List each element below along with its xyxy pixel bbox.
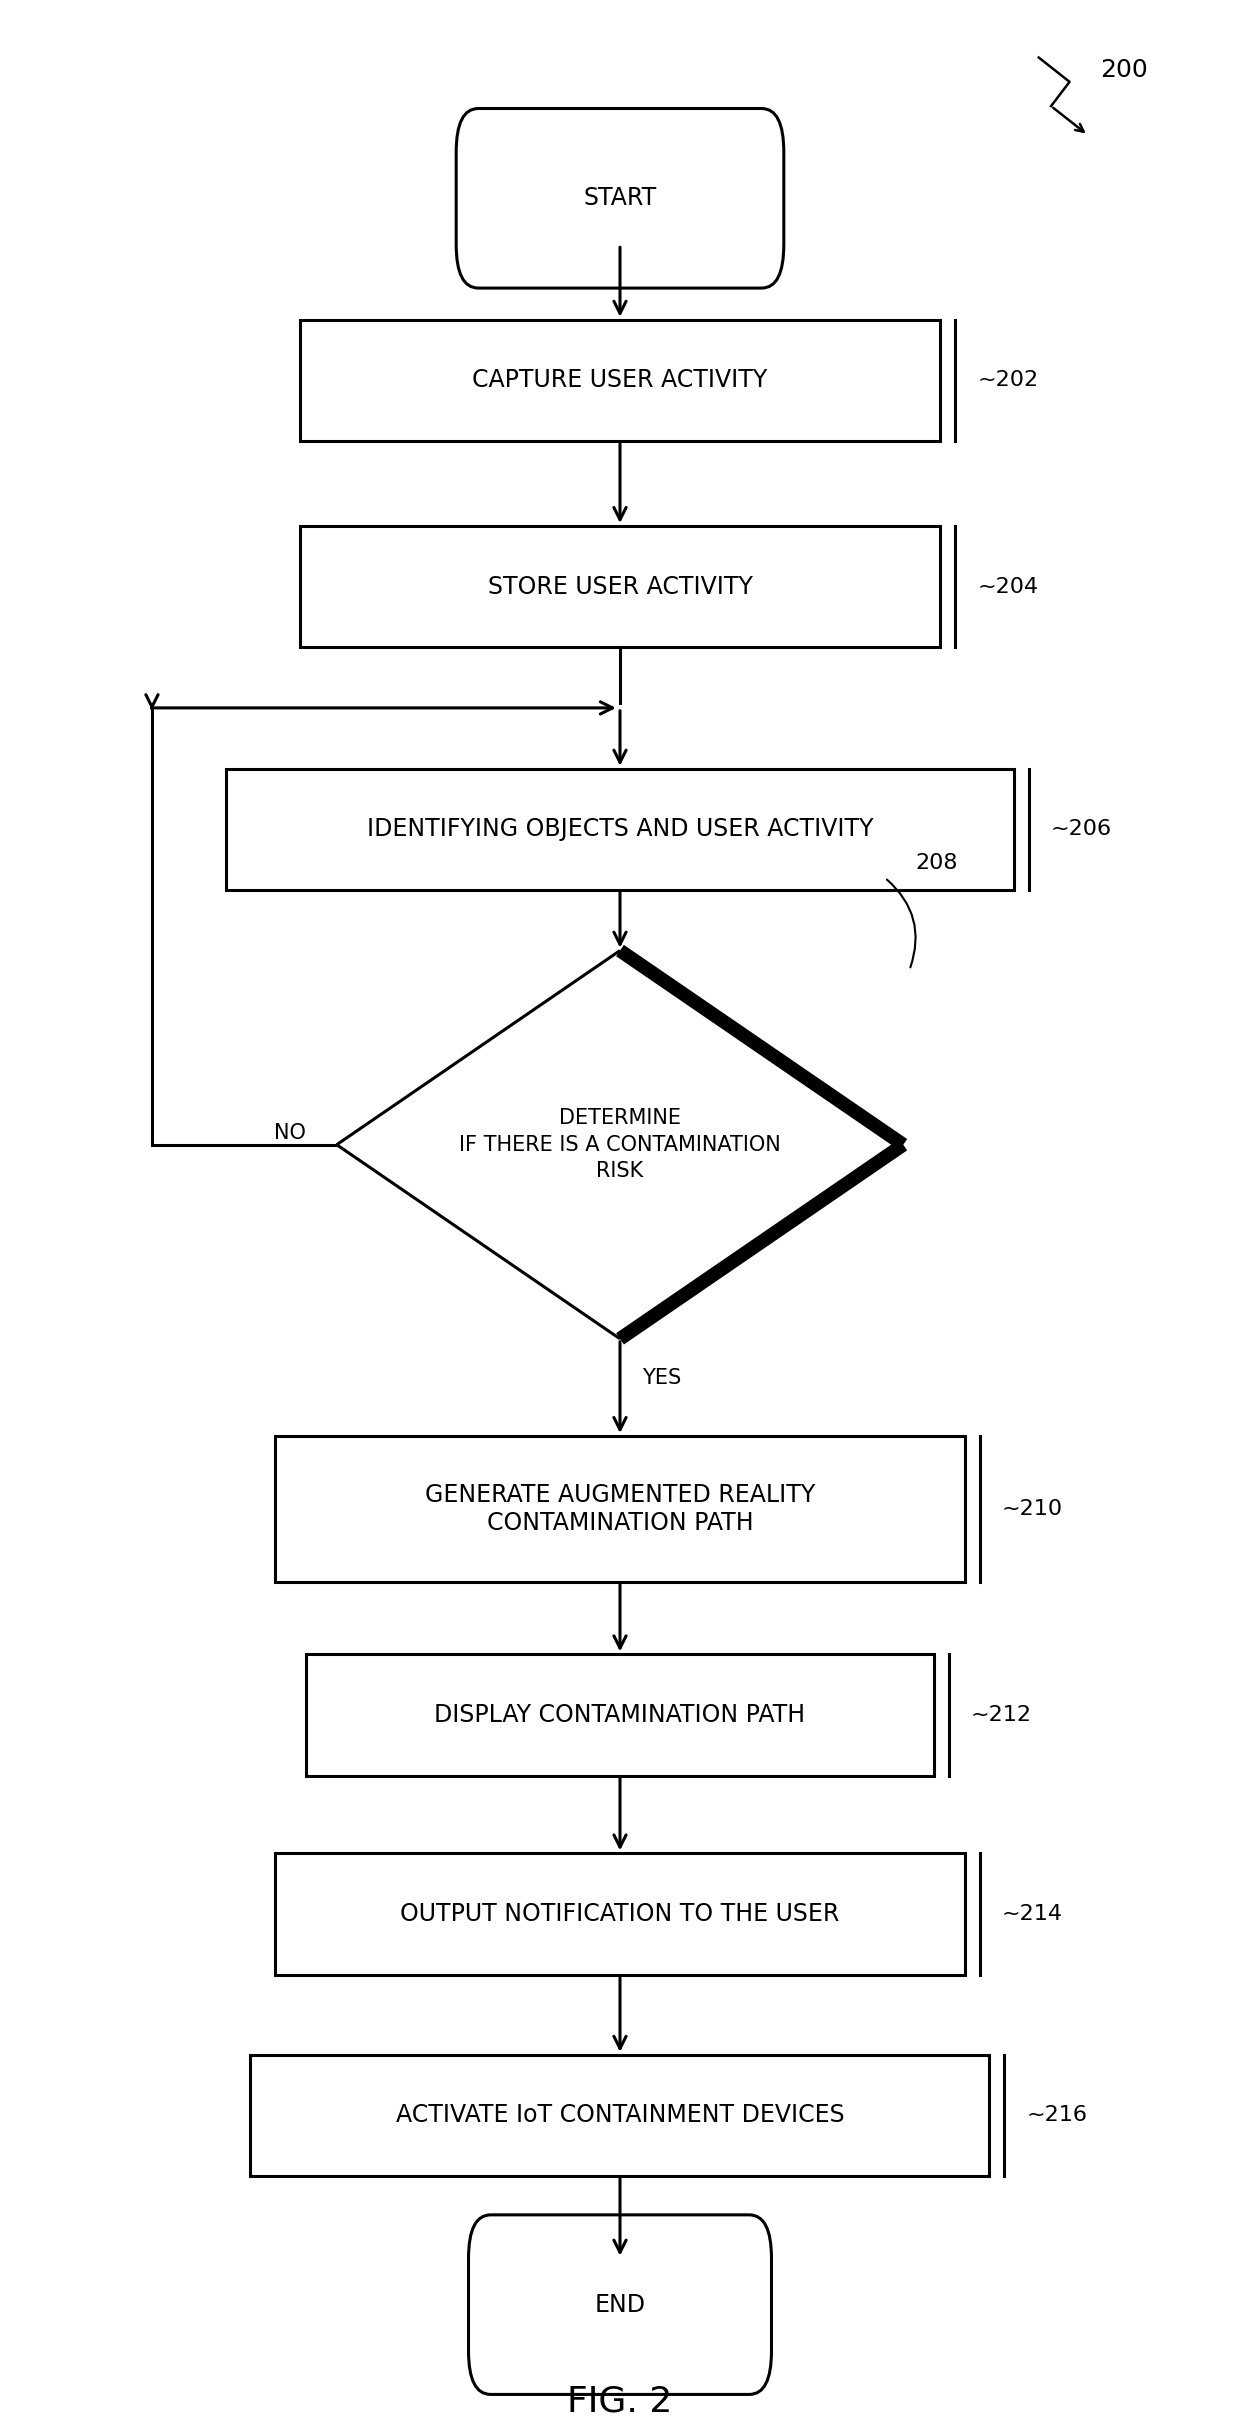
- Text: ~216: ~216: [1027, 2106, 1087, 2126]
- Text: GENERATE AUGMENTED REALITY
CONTAMINATION PATH: GENERATE AUGMENTED REALITY CONTAMINATION…: [425, 1483, 815, 1534]
- Text: DETERMINE
IF THERE IS A CONTAMINATION
RISK: DETERMINE IF THERE IS A CONTAMINATION RI…: [459, 1108, 781, 1181]
- FancyBboxPatch shape: [456, 110, 784, 287]
- Text: 208: 208: [915, 852, 959, 872]
- Text: ~204: ~204: [977, 577, 1038, 597]
- Text: IDENTIFYING OBJECTS AND USER ACTIVITY: IDENTIFYING OBJECTS AND USER ACTIVITY: [367, 818, 873, 840]
- Text: ~212: ~212: [971, 1704, 1032, 1724]
- FancyBboxPatch shape: [300, 319, 940, 441]
- Text: YES: YES: [642, 1368, 682, 1388]
- Text: OUTPUT NOTIFICATION TO THE USER: OUTPUT NOTIFICATION TO THE USER: [401, 1902, 839, 1926]
- Text: ~210: ~210: [1002, 1498, 1063, 1519]
- FancyBboxPatch shape: [300, 526, 940, 648]
- Text: START: START: [583, 187, 657, 209]
- FancyBboxPatch shape: [469, 2216, 771, 2394]
- FancyBboxPatch shape: [250, 2055, 990, 2177]
- Text: NO: NO: [274, 1123, 306, 1142]
- FancyBboxPatch shape: [275, 1853, 965, 1975]
- Text: STORE USER ACTIVITY: STORE USER ACTIVITY: [487, 575, 753, 599]
- Text: ~214: ~214: [1002, 1904, 1063, 1924]
- FancyBboxPatch shape: [306, 1653, 934, 1775]
- Text: ~202: ~202: [977, 370, 1038, 390]
- FancyBboxPatch shape: [226, 769, 1014, 889]
- Text: FIG. 2: FIG. 2: [568, 2384, 672, 2418]
- Text: END: END: [594, 2294, 646, 2316]
- Text: CAPTURE USER ACTIVITY: CAPTURE USER ACTIVITY: [472, 368, 768, 392]
- Text: ACTIVATE IoT CONTAINMENT DEVICES: ACTIVATE IoT CONTAINMENT DEVICES: [396, 2104, 844, 2128]
- Text: ~206: ~206: [1052, 818, 1112, 840]
- Text: DISPLAY CONTAMINATION PATH: DISPLAY CONTAMINATION PATH: [434, 1702, 806, 1726]
- Text: 200: 200: [1100, 58, 1148, 83]
- FancyBboxPatch shape: [275, 1437, 965, 1580]
